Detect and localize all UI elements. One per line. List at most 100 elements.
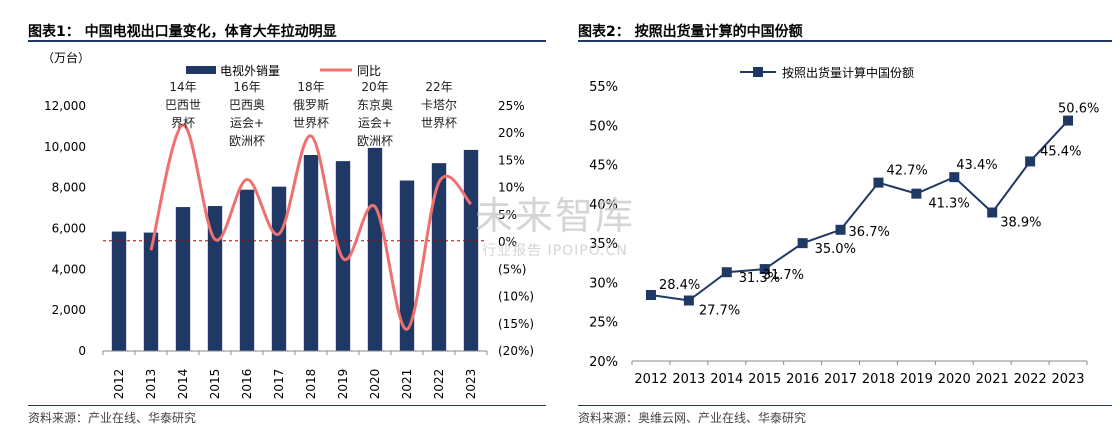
bar-2017	[271, 186, 287, 351]
bar-2012	[111, 231, 127, 351]
event-annotation: 16年巴西奥运会+欧洲杯	[229, 80, 265, 148]
share-point-2019	[911, 188, 922, 199]
x-tick-label: 2018	[862, 372, 895, 387]
share-point-2014	[721, 267, 732, 278]
x-tick-label: 2022	[432, 369, 446, 400]
share-point-2016	[797, 238, 808, 249]
x-tick-label: 2022	[1014, 372, 1047, 387]
x-tick-label: 2023	[464, 369, 478, 400]
x-tick-label: 2014	[176, 369, 190, 400]
data-label: 36.7%	[849, 225, 890, 240]
bar-2018	[303, 155, 319, 351]
x-tick-label: 2012	[634, 372, 667, 387]
event-annotation: 14年巴西世界杯	[165, 80, 201, 130]
y-tick-label: 55%	[589, 80, 618, 95]
y2-tick-label: 20%	[498, 126, 525, 140]
y-tick-label: 20%	[589, 355, 618, 370]
title-rule	[578, 40, 1112, 42]
y2-tick-label: 15%	[498, 153, 525, 167]
share-point-2013	[683, 295, 694, 306]
data-label: 27.7%	[699, 304, 740, 319]
source-rule	[578, 405, 1112, 406]
y-tick-label: 30%	[589, 276, 618, 291]
x-tick-label: 2019	[336, 369, 350, 400]
x-tick-label: 2019	[900, 372, 933, 387]
x-tick-label: 2013	[144, 369, 158, 400]
x-tick-label: 2020	[938, 372, 971, 387]
event-annotation: 22年卡塔尔世界杯	[421, 80, 457, 130]
y-tick-label: 40%	[589, 198, 618, 213]
unit-label: （万台）	[42, 50, 90, 65]
data-label: 42.7%	[886, 164, 927, 179]
data-label: 28.4%	[659, 278, 700, 293]
bar-2020	[367, 147, 383, 351]
y-tick-label: 4,000	[52, 262, 86, 276]
data-label: 50.6%	[1058, 102, 1099, 117]
left-source-note: 资料来源：产业在线、华泰研究	[28, 411, 197, 425]
y-tick-label: 10,000	[44, 140, 86, 154]
share-point-2020	[949, 172, 960, 183]
event-annotation: 20年东京奥运会+欧洲杯	[357, 80, 393, 148]
legend-bar-swatch	[186, 66, 216, 74]
x-tick-label: 2012	[112, 369, 126, 400]
y2-tick-label: (5%)	[498, 262, 526, 276]
x-tick-label: 2014	[710, 372, 743, 387]
right-chart-panel: 图表2： 按照出货量计算的中国份额 按照出货量计算中国份额 20% 25% 30% 35…	[570, 0, 1120, 445]
y2-tick-label: 5%	[498, 208, 517, 222]
y-tick-label: 50%	[589, 119, 618, 134]
x-tick-label: 2017	[272, 369, 286, 400]
x-tick-label: 2013	[672, 372, 705, 387]
share-point-2021	[987, 207, 998, 218]
legend-bar-label: 电视外销量	[220, 63, 280, 78]
tv-export-chart: （万台） 电视外销量 同比 0 2,000 4,000 6,000 8,000 10,000 12…	[42, 50, 534, 400]
x-tick-label: 2016	[786, 372, 819, 387]
y-tick-label: 6,000	[52, 222, 86, 236]
data-label: 43.4%	[956, 158, 997, 173]
legend-label: 按照出货量计算中国份额	[782, 65, 914, 80]
x-tick-label: 2018	[304, 369, 318, 400]
x-tick-label: 2020	[368, 369, 382, 400]
data-label: 41.3%	[928, 197, 969, 212]
x-tick-label: 2017	[824, 372, 857, 387]
bar-2013	[143, 232, 159, 351]
x-tick-label: 2023	[1051, 372, 1084, 387]
y2-tick-label: (15%)	[498, 317, 534, 331]
y2-tick-label: 10%	[498, 181, 525, 195]
y-tick-label: 0	[78, 344, 86, 358]
share-point-2017	[835, 224, 846, 235]
right-source-note: 资料来源：奥维云网、产业在线、华泰研究	[578, 411, 807, 425]
share-point-2022	[1025, 156, 1036, 167]
x-tick-label: 2021	[976, 372, 1009, 387]
y2-tick-label: 25%	[498, 99, 525, 113]
y-tick-label: 12,000	[44, 99, 86, 113]
bar-2021	[399, 180, 415, 351]
left-chart-panel: 图表1： 中国电视出口量变化，体育大年拉动明显 （万台） 电视外销量 同比 0 2,00…	[0, 0, 550, 445]
bar-2016	[239, 189, 255, 351]
data-label: 38.9%	[1000, 216, 1041, 231]
bar-2015	[207, 206, 223, 351]
left-chart-title: 图表1： 中国电视出口量变化，体育大年拉动明显	[28, 24, 337, 40]
data-label: 45.4%	[1040, 144, 1081, 159]
data-label: 31.3%	[739, 271, 780, 286]
china-share-chart: 按照出货量计算中国份额 20% 25% 30% 35% 40% 45% 50% 55% 2012 2…	[589, 65, 1099, 387]
share-line	[650, 119, 1069, 302]
right-chart-title: 图表2： 按照出货量计算的中国份额	[578, 24, 803, 40]
y-tick-label: 2,000	[52, 303, 86, 317]
yoy-line	[149, 123, 473, 331]
bar-2023	[463, 149, 479, 351]
bar-2014	[175, 207, 191, 351]
share-point-2015	[759, 264, 770, 275]
data-label: 35.0%	[815, 242, 856, 257]
y-tick-label: 45%	[589, 159, 618, 174]
source-rule	[28, 405, 546, 406]
share-point-2012	[645, 290, 656, 300]
share-point-2018	[873, 177, 884, 188]
y2-tick-label: (10%)	[498, 290, 534, 304]
y-tick-label: 35%	[589, 237, 618, 252]
y-tick-label: 25%	[589, 316, 618, 331]
bar-2022	[431, 163, 447, 351]
x-tick-label: 2015	[748, 372, 781, 387]
title-rule	[28, 40, 546, 42]
x-tick-label: 2015	[208, 369, 222, 400]
x-tick-label: 2016	[240, 369, 254, 400]
